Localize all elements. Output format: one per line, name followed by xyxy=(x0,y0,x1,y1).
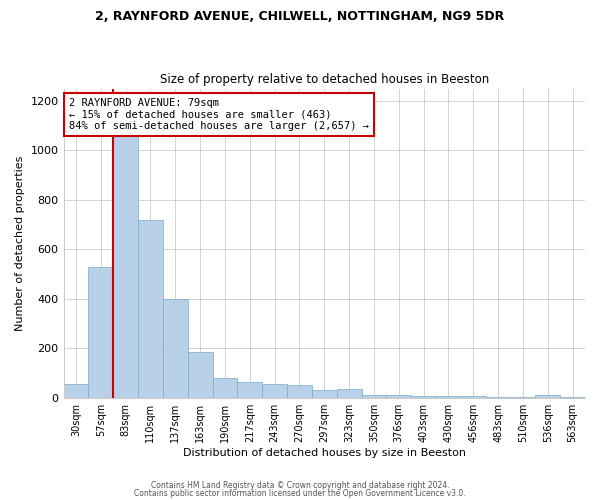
Bar xyxy=(188,352,212,398)
Title: Size of property relative to detached houses in Beeston: Size of property relative to detached ho… xyxy=(160,73,489,86)
Bar xyxy=(362,395,386,398)
Bar xyxy=(64,384,88,398)
Bar xyxy=(212,378,238,398)
Bar xyxy=(113,114,138,398)
Bar xyxy=(436,396,461,398)
Bar xyxy=(337,389,362,398)
Bar xyxy=(485,397,511,398)
Bar xyxy=(262,384,287,398)
Bar xyxy=(386,395,411,398)
Bar xyxy=(138,220,163,398)
Text: 2 RAYNFORD AVENUE: 79sqm
← 15% of detached houses are smaller (463)
84% of semi-: 2 RAYNFORD AVENUE: 79sqm ← 15% of detach… xyxy=(69,98,369,131)
Bar xyxy=(411,396,436,398)
Y-axis label: Number of detached properties: Number of detached properties xyxy=(15,156,25,331)
Bar xyxy=(535,395,560,398)
Bar xyxy=(560,397,585,398)
Text: Contains HM Land Registry data © Crown copyright and database right 2024.: Contains HM Land Registry data © Crown c… xyxy=(151,481,449,490)
Bar xyxy=(163,299,188,398)
X-axis label: Distribution of detached houses by size in Beeston: Distribution of detached houses by size … xyxy=(183,448,466,458)
Text: Contains public sector information licensed under the Open Government Licence v3: Contains public sector information licen… xyxy=(134,488,466,498)
Text: 2, RAYNFORD AVENUE, CHILWELL, NOTTINGHAM, NG9 5DR: 2, RAYNFORD AVENUE, CHILWELL, NOTTINGHAM… xyxy=(95,10,505,23)
Bar xyxy=(287,386,312,398)
Bar xyxy=(238,382,262,398)
Bar xyxy=(511,397,535,398)
Bar xyxy=(312,390,337,398)
Bar xyxy=(461,396,485,398)
Bar xyxy=(88,266,113,398)
